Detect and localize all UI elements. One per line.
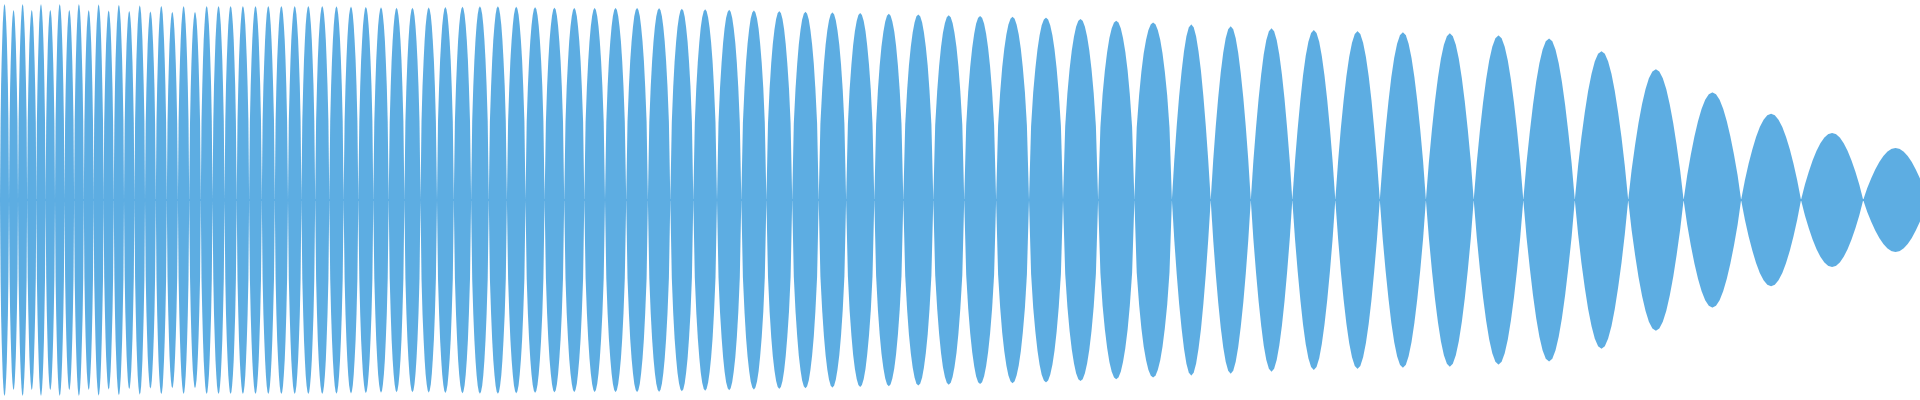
waveform-baseline <box>0 199 1920 201</box>
waveform-lobes <box>0 4 1920 396</box>
